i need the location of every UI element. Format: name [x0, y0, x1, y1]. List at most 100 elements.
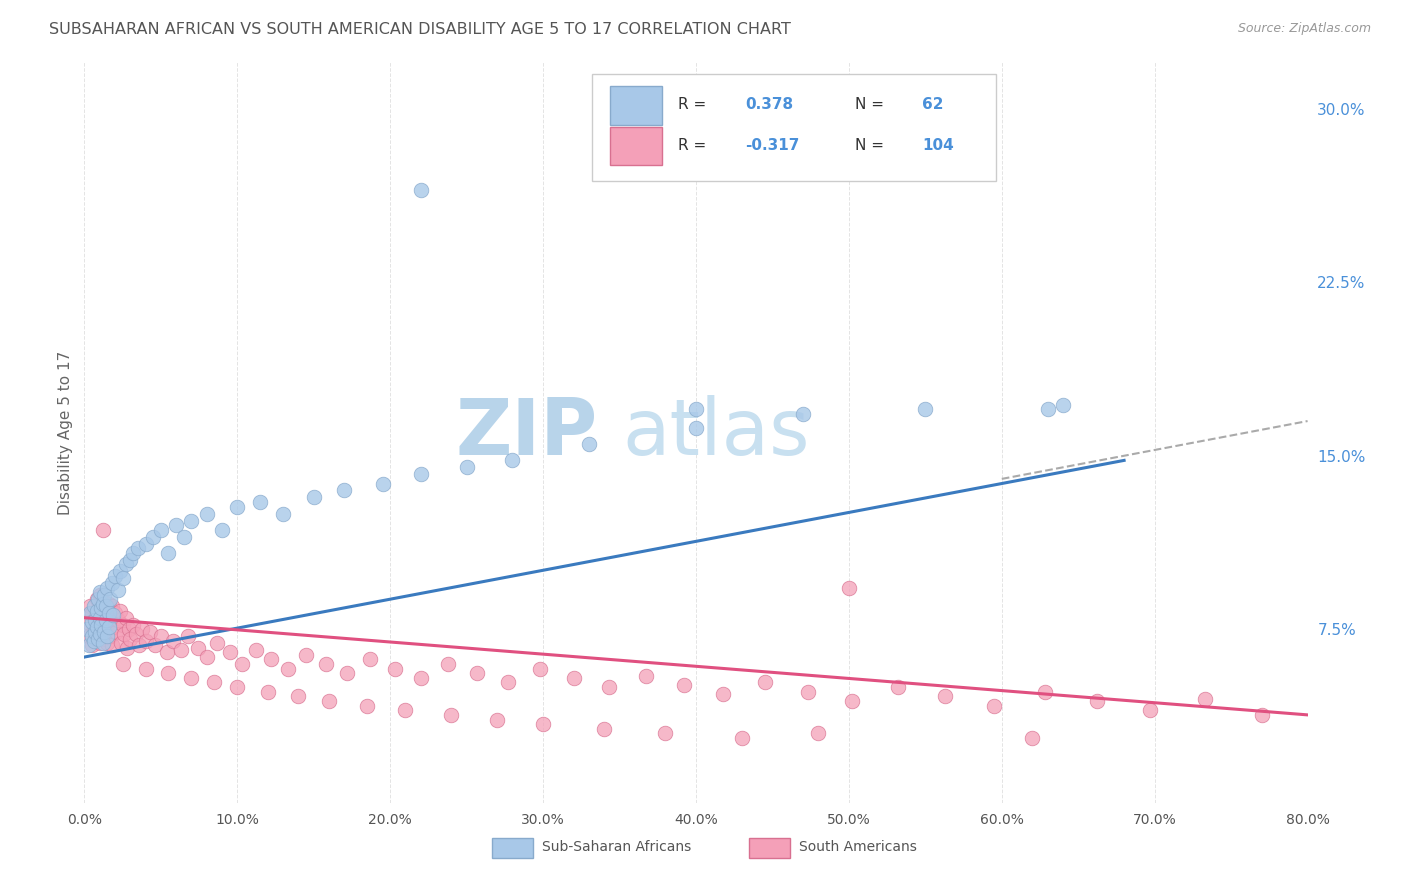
Point [84, 632, 107, 646]
Point [120, 632, 142, 646]
Point [180, 514, 202, 528]
FancyBboxPatch shape [610, 87, 662, 125]
Point [277, 662, 299, 676]
Point [211, 523, 233, 537]
Point [887, 680, 910, 694]
Point [914, 402, 936, 417]
Point [170, 643, 193, 657]
Point [139, 624, 162, 639]
Point [792, 407, 814, 421]
Point [226, 680, 249, 694]
Point [93, 632, 115, 646]
Text: Source: ZipAtlas.com: Source: ZipAtlas.com [1237, 22, 1371, 36]
Point [634, 668, 657, 682]
Text: South Americans: South Americans [799, 840, 917, 855]
Y-axis label: Disability Age 5 to 17: Disability Age 5 to 17 [58, 351, 73, 515]
Point [97, 615, 120, 630]
Point [135, 662, 157, 676]
Point [486, 713, 509, 727]
Point [93, 594, 115, 608]
Point [91, 636, 114, 650]
Point [77, 629, 100, 643]
Point [112, 627, 135, 641]
Point [1085, 694, 1108, 708]
Point [76, 615, 98, 630]
Point [1033, 685, 1056, 699]
Point [83, 599, 105, 614]
Point [177, 629, 200, 643]
Point [173, 530, 195, 544]
Point [685, 402, 707, 417]
Text: R =: R = [678, 138, 706, 153]
Point [336, 666, 359, 681]
Point [105, 624, 128, 639]
Point [593, 722, 616, 736]
Point [131, 622, 153, 636]
Point [111, 657, 134, 671]
Point [86, 620, 108, 634]
Point [165, 518, 187, 533]
Point [93, 588, 115, 602]
Point [135, 633, 157, 648]
Point [122, 546, 145, 560]
Point [245, 643, 267, 657]
Text: Sub-Saharan Africans: Sub-Saharan Africans [541, 840, 692, 855]
Point [409, 183, 432, 197]
Point [114, 610, 136, 624]
Point [180, 671, 202, 685]
Point [98, 613, 121, 627]
Point [1036, 402, 1059, 417]
Point [90, 601, 112, 615]
Point [731, 731, 754, 745]
Point [437, 657, 460, 671]
Point [128, 639, 150, 653]
Point [578, 437, 600, 451]
Point [371, 476, 394, 491]
Text: 62: 62 [922, 97, 943, 112]
Text: atlas: atlas [623, 394, 810, 471]
Point [79, 606, 101, 620]
Point [101, 639, 124, 653]
Point [80, 615, 103, 630]
Point [359, 652, 381, 666]
Point [80, 606, 103, 620]
Text: SUBSAHARAN AFRICAN VS SOUTH AMERICAN DISABILITY AGE 5 TO 17 CORRELATION CHART: SUBSAHARAN AFRICAN VS SOUTH AMERICAN DIS… [49, 22, 792, 37]
Point [80, 629, 103, 643]
Point [502, 453, 524, 467]
Point [1139, 703, 1161, 717]
Point [195, 650, 218, 665]
Point [107, 582, 129, 597]
Point [841, 694, 863, 708]
Point [87, 592, 110, 607]
Point [89, 610, 111, 624]
Point [142, 530, 165, 544]
Point [96, 629, 118, 643]
Point [315, 657, 337, 671]
Text: -0.317: -0.317 [745, 138, 799, 153]
Point [86, 604, 108, 618]
Point [115, 640, 138, 655]
Point [111, 617, 134, 632]
Point [127, 541, 149, 556]
Point [440, 707, 463, 722]
Point [162, 633, 184, 648]
Point [135, 536, 157, 550]
Point [111, 571, 134, 585]
Point [934, 690, 956, 704]
Point [531, 717, 554, 731]
Point [93, 624, 115, 639]
Point [77, 639, 100, 653]
Text: N =: N = [855, 97, 884, 112]
Point [231, 657, 253, 671]
Point [110, 636, 132, 650]
Point [84, 613, 107, 627]
Point [98, 629, 121, 643]
Point [1052, 398, 1074, 412]
Point [218, 645, 240, 659]
Point [86, 592, 108, 607]
Point [302, 491, 325, 505]
Point [1250, 707, 1272, 722]
Point [103, 608, 125, 623]
Point [562, 671, 585, 685]
Point [89, 627, 111, 641]
